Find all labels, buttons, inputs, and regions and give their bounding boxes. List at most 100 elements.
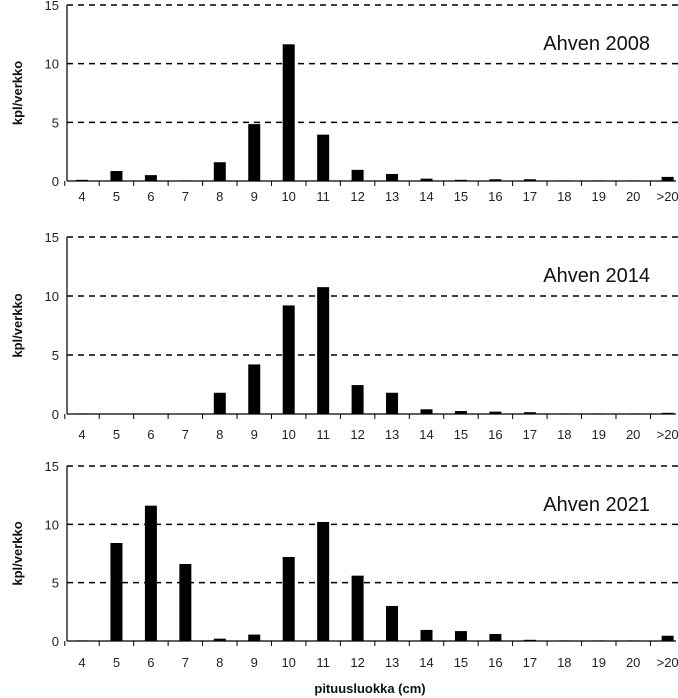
x-tick-label-2-14: 14 bbox=[419, 427, 433, 442]
bar-3-8 bbox=[213, 638, 226, 641]
x-tick-label-1-8: 8 bbox=[216, 189, 223, 204]
bar-3-4 bbox=[76, 640, 88, 641]
bar-2-12 bbox=[351, 385, 364, 414]
x-tick-label-1-18: 18 bbox=[557, 189, 571, 204]
bar-3-5 bbox=[110, 543, 123, 641]
x-tick-label-3-19: 19 bbox=[592, 655, 606, 670]
bar-2-9 bbox=[248, 364, 261, 414]
bar-2-20 bbox=[627, 413, 640, 414]
y-tick-label-3-10: 10 bbox=[45, 517, 59, 532]
bar-1-12 bbox=[351, 169, 364, 181]
y-tick-label-2-10: 10 bbox=[45, 289, 59, 304]
bar-3-9 bbox=[248, 634, 261, 641]
x-tick-label-3-7: 7 bbox=[182, 655, 189, 670]
bar-1-14 bbox=[420, 178, 433, 181]
x-tick-label-1->20: >20 bbox=[657, 189, 678, 204]
x-tick-label-3-14: 14 bbox=[419, 655, 433, 670]
bar-2-8 bbox=[213, 392, 226, 414]
x-tick-label-3-18: 18 bbox=[557, 655, 571, 670]
bar-2-18 bbox=[558, 413, 571, 414]
y-tick-label-1-15: 15 bbox=[45, 0, 59, 13]
y-tick-label-2-5: 5 bbox=[52, 348, 59, 363]
x-tick-label-1-7: 7 bbox=[182, 189, 189, 204]
bar-3-19 bbox=[592, 640, 605, 641]
x-tick-label-1-15: 15 bbox=[454, 189, 468, 204]
x-tick-label-1-5: 5 bbox=[113, 189, 120, 204]
bar-1-6 bbox=[144, 175, 157, 181]
y-tick-label-1-0: 0 bbox=[52, 174, 59, 189]
x-tick-label-1-13: 13 bbox=[385, 189, 399, 204]
x-tick-label-2-19: 19 bbox=[592, 427, 606, 442]
x-tick-label-3-8: 8 bbox=[216, 655, 223, 670]
panel-title-3: Ahven 2021 bbox=[543, 494, 650, 516]
x-tick-label-2-10: 10 bbox=[281, 427, 295, 442]
x-tick-label-3-15: 15 bbox=[454, 655, 468, 670]
bar-1-18 bbox=[558, 180, 571, 181]
bar-3-17 bbox=[523, 639, 536, 641]
bar-2-10 bbox=[282, 305, 295, 414]
bar-2-19 bbox=[592, 413, 605, 414]
bar-1-20 bbox=[627, 180, 640, 181]
bar-2-17 bbox=[523, 412, 536, 414]
x-tick-label-3-13: 13 bbox=[385, 655, 399, 670]
x-tick-label-3-9: 9 bbox=[251, 655, 258, 670]
x-tick-label-2-15: 15 bbox=[454, 427, 468, 442]
bar-3-6 bbox=[144, 505, 157, 641]
bar-3-11 bbox=[317, 522, 330, 641]
bar-2-11 bbox=[317, 287, 330, 414]
y-tick-label-3-5: 5 bbox=[52, 576, 59, 591]
bar-3-13 bbox=[386, 606, 399, 641]
x-axis-title: pituusluokka (cm) bbox=[314, 681, 425, 696]
bar-1-10 bbox=[282, 44, 295, 181]
x-tick-label-2-13: 13 bbox=[385, 427, 399, 442]
x-tick-label-3-17: 17 bbox=[523, 655, 537, 670]
y-tick-label-2-15: 15 bbox=[45, 230, 59, 245]
bar-1-9 bbox=[248, 124, 261, 181]
y-axis-title-2: kpl/verkko bbox=[10, 293, 25, 357]
x-tick-label-3->20: >20 bbox=[657, 655, 678, 670]
panel-title-2: Ahven 2014 bbox=[543, 265, 650, 287]
y-axis-title-3: kpl/verkko bbox=[10, 521, 25, 585]
x-tick-label-3-11: 11 bbox=[316, 655, 330, 670]
x-tick-label-2->20: >20 bbox=[657, 427, 678, 442]
bar-2->20 bbox=[661, 412, 674, 414]
bar-1-17 bbox=[523, 179, 536, 181]
x-tick-label-1-20: 20 bbox=[626, 189, 640, 204]
x-tick-label-2-20: 20 bbox=[626, 427, 640, 442]
y-tick-label-3-15: 15 bbox=[45, 459, 59, 474]
x-tick-label-2-11: 11 bbox=[316, 427, 330, 442]
panel-title-1: Ahven 2008 bbox=[543, 33, 650, 55]
x-tick-label-1-11: 11 bbox=[316, 189, 330, 204]
bar-1-8 bbox=[213, 162, 226, 181]
x-tick-label-2-5: 5 bbox=[113, 427, 120, 442]
bar-2-16 bbox=[489, 411, 502, 414]
x-tick-label-1-17: 17 bbox=[523, 189, 537, 204]
x-tick-label-3-4: 4 bbox=[78, 655, 85, 670]
x-tick-label-2-9: 9 bbox=[251, 427, 258, 442]
x-tick-label-2-4: 4 bbox=[78, 427, 85, 442]
x-tick-label-2-6: 6 bbox=[147, 427, 154, 442]
bar-1-19 bbox=[592, 180, 605, 181]
bar-3-7 bbox=[179, 564, 192, 641]
x-tick-label-2-16: 16 bbox=[488, 427, 502, 442]
y-tick-label-3-0: 0 bbox=[52, 634, 59, 649]
x-tick-label-2-12: 12 bbox=[350, 427, 364, 442]
bar-3-14 bbox=[420, 629, 433, 641]
bar-3-20 bbox=[627, 640, 640, 641]
y-tick-label-1-10: 10 bbox=[45, 57, 59, 72]
x-tick-label-1-9: 9 bbox=[251, 189, 258, 204]
bar-1-15 bbox=[454, 179, 467, 181]
x-tick-label-3-6: 6 bbox=[147, 655, 154, 670]
x-tick-label-2-17: 17 bbox=[523, 427, 537, 442]
x-tick-label-1-10: 10 bbox=[281, 189, 295, 204]
x-tick-label-1-4: 4 bbox=[78, 189, 85, 204]
bar-2-13 bbox=[386, 392, 399, 414]
x-tick-label-1-16: 16 bbox=[488, 189, 502, 204]
bar-3-12 bbox=[351, 575, 364, 641]
x-tick-label-3-10: 10 bbox=[281, 655, 295, 670]
bar-1-5 bbox=[110, 171, 123, 181]
x-tick-label-2-18: 18 bbox=[557, 427, 571, 442]
x-tick-label-1-19: 19 bbox=[592, 189, 606, 204]
x-tick-label-3-12: 12 bbox=[350, 655, 364, 670]
